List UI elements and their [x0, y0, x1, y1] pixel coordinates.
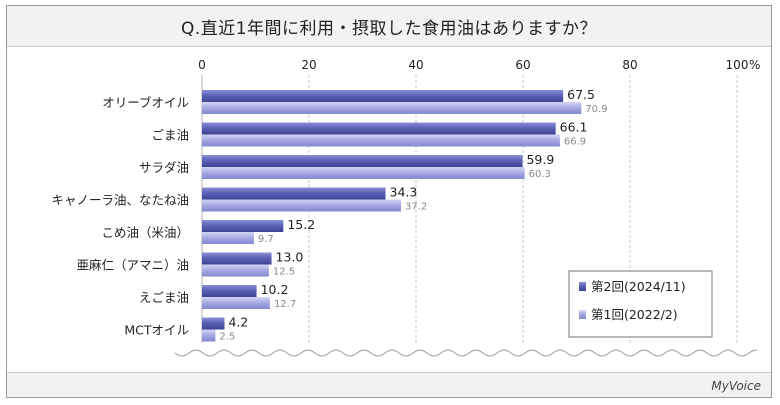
value-label-2022: 66.9 — [564, 137, 586, 148]
value-label-2022: 70.9 — [585, 104, 607, 115]
bar-series-2022 — [202, 134, 560, 147]
x-tick-label: 0 — [198, 58, 206, 72]
x-tick-label: 100 — [726, 58, 749, 72]
axis-break-wave — [174, 349, 757, 357]
legend-swatch-2024 — [579, 282, 586, 291]
legend-box — [568, 270, 713, 338]
legend-swatch-2022 — [579, 310, 586, 319]
brand-logo: MyVoice — [711, 379, 761, 393]
bar-series-2024 — [202, 155, 523, 167]
x-tick-labels: 0 20 40 60 80 100% — [198, 58, 760, 72]
category-label: こめ油（米油） — [101, 225, 189, 240]
value-label-2022: 2.5 — [219, 332, 235, 343]
value-label-2024: 4.2 — [228, 315, 248, 330]
value-label-2022: 37.2 — [405, 202, 427, 213]
value-label-2022: 9.7 — [258, 234, 274, 245]
bar-series-2022 — [202, 167, 525, 179]
value-label-2024: 15.2 — [287, 217, 315, 232]
value-label-2022: 12.5 — [273, 267, 295, 278]
bar-series-2022 — [202, 297, 270, 309]
legend-label-2024: 第2回(2024/11) — [591, 279, 686, 294]
category-label: MCTオイル — [124, 323, 189, 338]
category-label: 亜麻仁（アマニ）油 — [76, 258, 189, 273]
value-label-2024: 34.3 — [390, 185, 418, 200]
value-label-2022: 12.7 — [274, 299, 296, 310]
category-label: キャノーラ油、なたね油 — [51, 193, 189, 208]
bar-series-2022 — [202, 232, 254, 244]
bar-series-2022 — [202, 329, 216, 342]
category-label: えごま油 — [139, 290, 189, 305]
legend-label-2022: 第1回(2022/2) — [591, 307, 678, 322]
x-tick-label: 20 — [301, 58, 316, 72]
bar-chart: 0 20 40 60 80 100% オリーブオイルごま油サラダ油キャノーラ油、なたね油こ… — [51, 58, 760, 357]
value-label-2024: 10.2 — [261, 282, 289, 297]
bar-series-2024 — [202, 122, 556, 135]
bar-series-2024 — [202, 187, 386, 200]
x-tick-label: 80 — [622, 58, 637, 72]
bar-series-2024 — [202, 317, 225, 330]
value-labels: 67.570.966.166.959.960.334.337.215.29.71… — [219, 87, 607, 343]
legend: 第2回(2024/11) 第1回(2022/2) — [568, 270, 713, 338]
value-label-2024: 66.1 — [560, 120, 588, 135]
value-label-2024: 13.0 — [276, 250, 304, 265]
title-bar: Q.直近1年間に利用・摂取した食用油はありますか？ — [7, 6, 771, 47]
bar-series-2022 — [202, 102, 582, 114]
plot-panel: 0 20 40 60 80 100% オリーブオイルごま油サラダ油キャノーラ油、なたね油こ… — [7, 47, 771, 373]
category-label: サラダ油 — [139, 160, 189, 175]
value-label-2022: 60.3 — [529, 169, 551, 180]
chart-title: Q.直近1年間に利用・摂取した食用油はありますか？ — [180, 18, 598, 39]
value-label-2024: 67.5 — [567, 87, 595, 102]
x-tick-label: 60 — [515, 58, 530, 72]
bar-series-2024 — [202, 90, 564, 102]
x-unit-label: % — [749, 58, 760, 72]
axis-break — [174, 349, 757, 357]
bars — [202, 90, 582, 342]
bar-series-2024 — [202, 220, 284, 232]
value-label-2024: 59.9 — [526, 152, 554, 167]
category-label: ごま油 — [151, 128, 189, 143]
category-label: オリーブオイル — [102, 95, 189, 110]
bar-series-2022 — [202, 264, 269, 277]
bar-series-2024 — [202, 285, 257, 297]
bar-series-2024 — [202, 252, 272, 265]
x-tick-label: 40 — [408, 58, 423, 72]
bar-series-2022 — [202, 199, 402, 212]
chart-frame: Q.直近1年間に利用・摂取した食用油はありますか？ 0 20 40 60 80 100% … — [6, 5, 772, 398]
